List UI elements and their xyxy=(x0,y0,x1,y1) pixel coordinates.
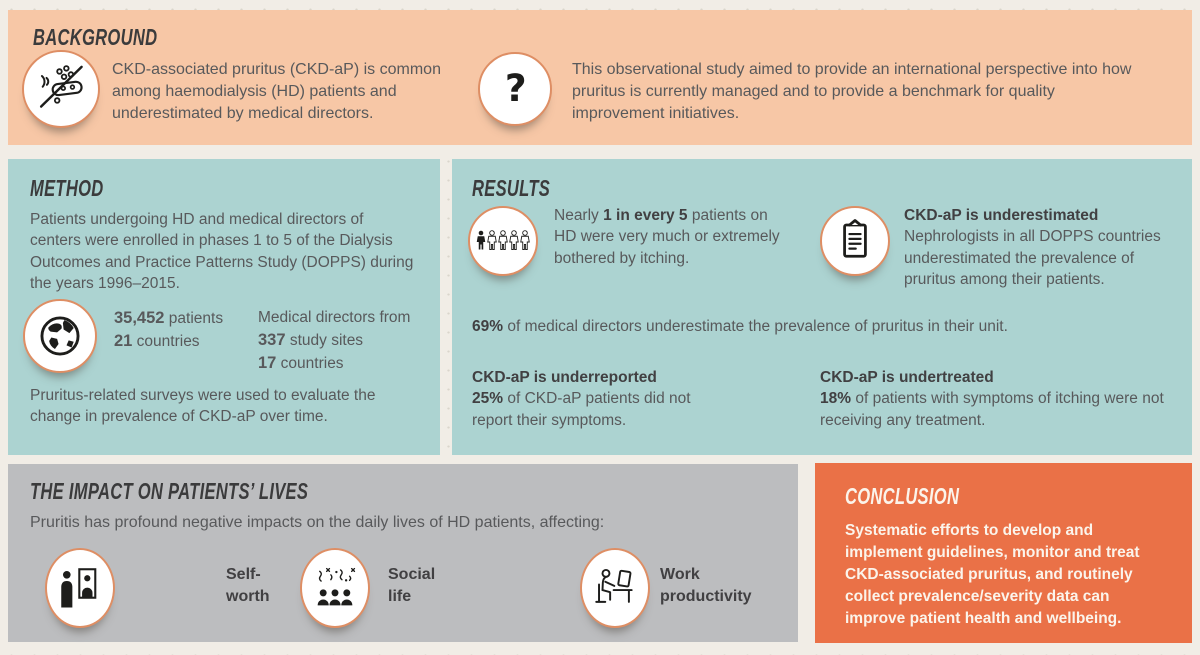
globe-icon xyxy=(23,299,97,373)
directors-underestimate-stat: 69% of medical directors underestimate t… xyxy=(472,318,1008,335)
method-panel: METHOD Patients undergoing HD and medica… xyxy=(8,159,440,455)
undertreated-stat: CKD-aP is undertreated 18% of patients wi… xyxy=(820,369,1164,429)
no-scratching-icon xyxy=(22,50,100,128)
results-title: RESULTS xyxy=(472,175,551,201)
social-life-group-icon xyxy=(300,548,370,628)
one-in-five-people-icon xyxy=(468,206,538,276)
question-mark-icon: ? xyxy=(478,52,552,126)
self-worth-label: Self-worth xyxy=(226,566,270,606)
work-productivity-desk-icon xyxy=(580,548,650,628)
background-title: BACKGROUND xyxy=(33,24,158,50)
background-statement: CKD-associated pruritus (CKD-aP) is comm… xyxy=(112,61,441,123)
method-intro-text: Patients undergoing HD and medical direc… xyxy=(30,211,414,293)
underestimated-stat: CKD-aP is underestimated Nephrologists in… xyxy=(904,207,1161,289)
conclusion-panel: CONCLUSION Systematic efforts to develop… xyxy=(815,463,1192,643)
conclusion-title: CONCLUSION xyxy=(845,483,960,509)
method-outro-text: Pruritus-related surveys were used to ev… xyxy=(30,387,376,426)
study-aim-statement: This observational study aimed to provid… xyxy=(572,61,1132,123)
background-panel: BACKGROUND CKD-associated pruritus (CKD-… xyxy=(8,10,1192,145)
svg-text:?: ? xyxy=(505,66,527,110)
directors-stats: Medical directors from 337 study sites 1… xyxy=(258,309,411,372)
results-panel: RESULTS xyxy=(452,159,1192,455)
impact-subtitle: Pruritis has profound negative impacts o… xyxy=(30,514,605,531)
method-title: METHOD xyxy=(30,175,104,201)
bothered-by-itching-stat: Nearly 1 in every 5 patients on HD were … xyxy=(554,207,780,267)
underreported-stat: CKD-aP is underreported 25% of CKD-aP pat… xyxy=(472,369,691,429)
patients-stats: 35,452 patients 21 countries xyxy=(114,309,224,351)
work-productivity-label: Work productivity xyxy=(660,566,752,606)
self-worth-mirror-icon xyxy=(45,548,115,628)
conclusion-text: Systematic efforts to develop and implem… xyxy=(845,522,1140,627)
impact-title: THE IMPACT ON PATIENTS’ LIVES xyxy=(30,478,309,504)
impact-panel: THE IMPACT ON PATIENTS’ LIVES Pruritis h… xyxy=(8,464,798,642)
clipboard-icon xyxy=(820,206,890,276)
social-life-label: Social life xyxy=(388,566,436,606)
